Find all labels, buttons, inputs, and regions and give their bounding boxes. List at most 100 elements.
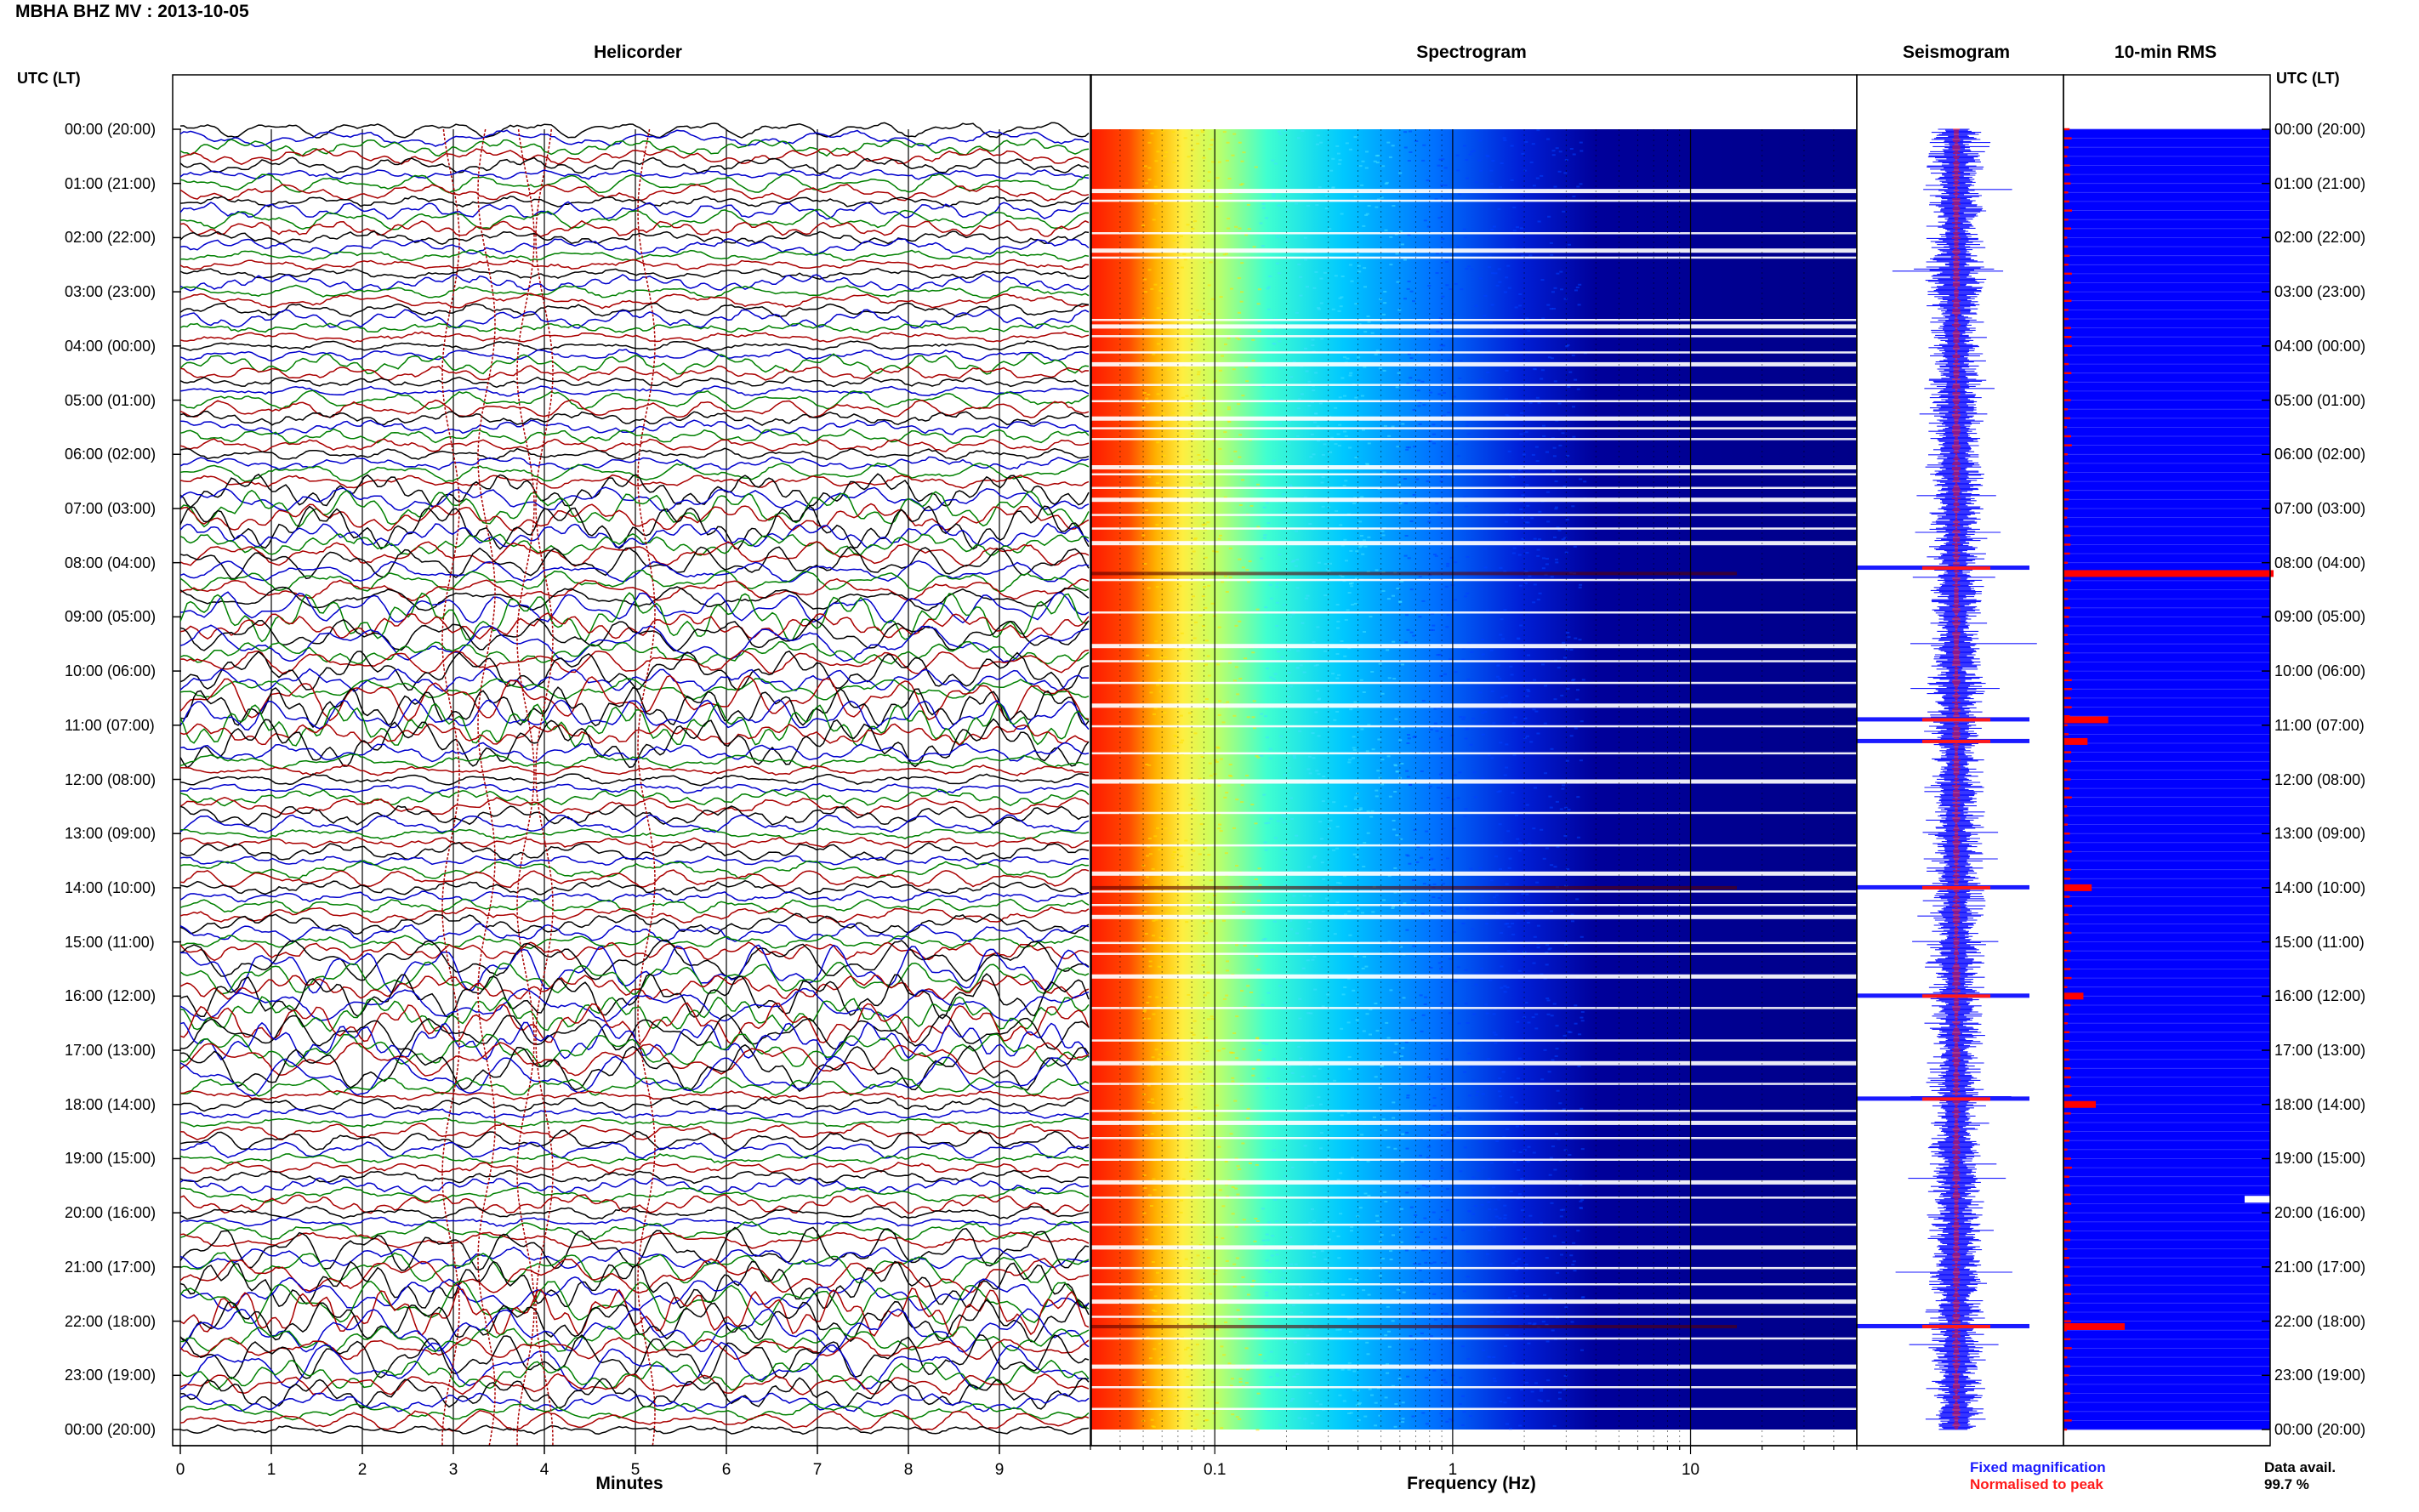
spectrogram-speckle [1545, 557, 1549, 560]
spectrogram-speckle [1145, 509, 1148, 512]
spectrogram-speckle [1467, 642, 1471, 644]
spectrogram-speckle [1443, 673, 1447, 675]
spectrogram-speckle [1488, 266, 1491, 269]
spectrogram-speckle [1490, 272, 1494, 275]
spectrogram-speckle [1321, 910, 1325, 912]
spectrogram-speckle [1466, 1276, 1470, 1278]
spectrogram-speckle [1174, 756, 1178, 759]
spectrogram-speckle [1479, 169, 1483, 172]
spectrogram-speckle [1580, 1199, 1585, 1201]
spectrogram-speckle [1440, 1117, 1444, 1119]
spectrogram-speckle [1271, 159, 1275, 162]
spectrogram-speckle [1471, 333, 1475, 335]
helicorder-trace [179, 1169, 1090, 1185]
spectrogram-speckle [1311, 344, 1315, 347]
spectrogram-speckle [1321, 1005, 1325, 1008]
spectrogram-speckle [1268, 583, 1272, 586]
spectrogram-speckle [1564, 648, 1568, 651]
spectrogram-speckle [1277, 651, 1281, 653]
spectrogram-speckle [1214, 463, 1218, 464]
spectrogram-speckle [1495, 1140, 1500, 1142]
spectrogram-speckle [1187, 994, 1191, 996]
spectrogram-speckle [1435, 730, 1439, 732]
spectrogram-speckle [1401, 1418, 1405, 1420]
spectrogram-speckle [1456, 966, 1460, 969]
helicorder-trace [179, 183, 1090, 202]
spectrogram-speckle [1214, 1270, 1218, 1272]
spectrogram-speckle [1452, 827, 1456, 830]
helicorder-trace [179, 1246, 1090, 1270]
spectrogram-speckle [1265, 1291, 1269, 1293]
spectrogram-speckle [1363, 545, 1368, 548]
spectrogram-speckle [1319, 1147, 1323, 1150]
spectrogram-speckle [1207, 854, 1211, 856]
spectrogram-speckle [1420, 1231, 1424, 1233]
spectrogram-speckle [1232, 1032, 1237, 1034]
spectrogram-speckle [1150, 1133, 1154, 1135]
spectrogram-speckle [1150, 132, 1154, 134]
spectrogram-speckle [1275, 1382, 1279, 1384]
time-label-left: 01:00 (21:00) [65, 174, 157, 192]
spectrogram-speckle [1198, 1117, 1202, 1119]
spectrogram-speckle [1420, 770, 1424, 772]
spectrogram-speckle [1388, 156, 1392, 158]
spectrogram-speckle [1160, 1293, 1164, 1295]
spectrogram-speckle [1284, 571, 1289, 573]
spectrogram-speckle [1552, 1235, 1557, 1237]
spectrogram-gap-line [1090, 416, 1857, 421]
spectrogram-speckle [1331, 186, 1335, 189]
spectrogram-speckle [1173, 577, 1177, 580]
spectrogram-gap-line [1090, 514, 1857, 516]
time-label-right: 05:00 (01:00) [2274, 391, 2366, 409]
spectrogram-speckle [1503, 1345, 1507, 1347]
time-label-left: 00:00 (20:00) [65, 121, 157, 138]
spectrogram-speckle [1524, 431, 1528, 434]
spectrogram-speckle [1278, 549, 1282, 550]
spectrogram-speckle [1326, 993, 1330, 996]
spectrogram-speckle [1162, 554, 1166, 556]
helicorder-trace [179, 1107, 1090, 1119]
spectrogram-speckle [1387, 1330, 1391, 1333]
spectrogram-speckle [1505, 1423, 1509, 1425]
spectrogram-speckle [1154, 202, 1158, 205]
spectrogram-speckle [1553, 185, 1557, 188]
spectrogram-speckle [1411, 1415, 1415, 1418]
spectrogram-speckle [1437, 653, 1442, 656]
spectrogram-speckle [1278, 367, 1283, 370]
spectrogram-speckle [1308, 772, 1312, 775]
spectrogram-speckle [1541, 1321, 1545, 1323]
spectrogram-speckle [1556, 1271, 1560, 1274]
spectrogram-speckle [1296, 407, 1301, 410]
spectrogram-speckle [1413, 446, 1417, 448]
spectrogram-speckle [1207, 674, 1211, 677]
spectrogram-speckle [1456, 246, 1460, 248]
spectrogram-speckle [1188, 423, 1192, 425]
helicorder-trace [179, 428, 1090, 445]
spectrogram-speckle [1484, 1003, 1488, 1006]
spectrogram-speckle [1374, 1076, 1378, 1078]
spectrogram-speckle [1166, 173, 1170, 176]
spectrogram-speckle [1518, 1424, 1523, 1427]
spectrogram-gap-line [1090, 1223, 1857, 1226]
spectrogram-speckle [1525, 551, 1529, 554]
spectrogram-speckle [1503, 1214, 1507, 1217]
spectrogram-speckle [1346, 1111, 1351, 1114]
spectrogram-speckle [1516, 1020, 1520, 1023]
spectrogram-speckle [1295, 667, 1300, 669]
time-label-left: 10:00 (06:00) [65, 662, 157, 680]
spectrogram-speckle [1335, 145, 1340, 147]
spectrogram-speckle [1423, 1003, 1427, 1005]
spectrogram-speckle [1152, 1013, 1156, 1015]
spectrogram-speckle [1413, 829, 1417, 831]
spectrogram-speckle [1505, 766, 1509, 769]
spectrogram-speckle [1178, 649, 1182, 651]
spectrogram-speckle [1497, 1090, 1501, 1093]
helicorder-trace [179, 284, 1090, 299]
spectrogram-speckle [1416, 389, 1420, 392]
spectrogram-speckle [1471, 1176, 1476, 1179]
spectrogram-speckle [1340, 276, 1345, 277]
spectrogram-speckle [1198, 315, 1202, 318]
spectrogram-speckle [1446, 562, 1450, 565]
spectrogram-gap-line [1090, 1337, 1857, 1340]
spectrogram-speckle [1180, 866, 1184, 868]
